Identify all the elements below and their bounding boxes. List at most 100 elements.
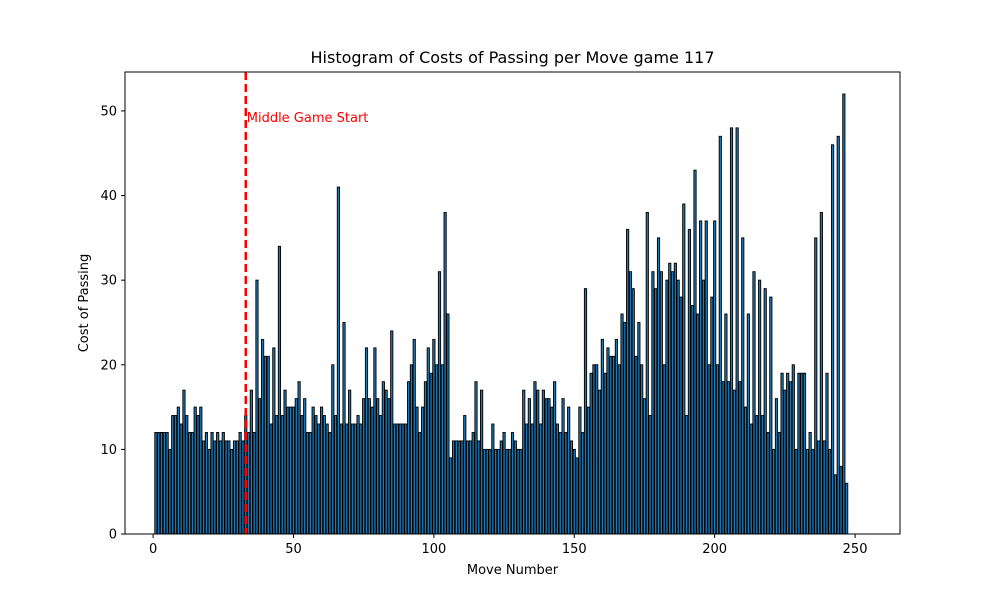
- bar-move-66: [336, 186, 340, 535]
- bar-move-40: [263, 355, 267, 535]
- bar-move-108: [454, 440, 458, 535]
- bar-move-163: [609, 355, 613, 535]
- bar-move-56: [308, 432, 312, 535]
- bar-move-11: [182, 389, 186, 535]
- bar-move-154: [583, 288, 588, 535]
- bar-move-22: [213, 440, 217, 535]
- bar-move-173: [637, 322, 641, 535]
- bar-move-201: [715, 364, 720, 535]
- x-tick-label-50: 50: [285, 542, 302, 557]
- bar-move-131: [519, 448, 523, 535]
- bar-move-214: [752, 271, 756, 535]
- bar-move-138: [539, 423, 543, 535]
- bar-move-60: [319, 406, 324, 535]
- bar-move-157: [592, 364, 596, 535]
- bar-move-144: [555, 423, 559, 535]
- bar-move-120: [488, 448, 492, 535]
- bar-move-165: [614, 338, 618, 535]
- bar-move-53: [300, 415, 304, 535]
- bar-move-143: [553, 381, 557, 535]
- bar-move-227: [788, 381, 793, 535]
- bar-move-237: [817, 440, 821, 535]
- bar-move-179: [654, 288, 658, 535]
- bar-move-29: [232, 440, 237, 535]
- bar-move-90: [404, 423, 408, 535]
- bar-move-111: [463, 415, 467, 535]
- bar-move-135: [530, 423, 534, 535]
- bar-move-84: [387, 398, 391, 535]
- bar-move-116: [477, 440, 481, 535]
- bar-move-199: [710, 296, 714, 535]
- bar-move-20: [207, 448, 211, 535]
- bar-move-130: [516, 448, 520, 535]
- bar-move-79: [373, 347, 377, 535]
- bar-move-98: [426, 347, 430, 535]
- bar-move-77: [367, 398, 371, 535]
- bar-move-10: [179, 423, 183, 535]
- bar-move-191: [687, 228, 691, 535]
- bar-move-105: [446, 313, 450, 535]
- bar-move-100: [432, 338, 436, 535]
- bar-move-36: [252, 432, 256, 535]
- bar-move-48: [286, 406, 290, 535]
- bar-move-94: [415, 406, 419, 535]
- bar-move-145: [558, 432, 562, 535]
- bar-move-106: [449, 457, 453, 535]
- bar-move-160: [600, 338, 604, 535]
- bar-move-151: [575, 457, 579, 535]
- bar-move-162: [606, 347, 610, 535]
- bar-move-180: [656, 237, 661, 535]
- x-tick-label-250: 250: [843, 542, 868, 557]
- bar-move-9: [176, 406, 180, 535]
- bar-move-168: [623, 322, 627, 535]
- bar-move-205: [727, 381, 731, 535]
- bar-move-1: [154, 432, 158, 535]
- bar-move-89: [401, 423, 405, 535]
- bar-move-69: [345, 423, 349, 535]
- bar-move-19: [204, 432, 209, 535]
- bar-move-225: [783, 389, 787, 535]
- bar-move-229: [794, 448, 798, 535]
- bar-move-185: [670, 271, 675, 535]
- bar-move-83: [384, 389, 388, 535]
- bar-move-30: [235, 440, 239, 535]
- bar-move-93: [412, 338, 416, 535]
- bar-move-182: [662, 364, 666, 535]
- bar-move-8: [173, 415, 178, 535]
- bar-move-200: [713, 220, 717, 535]
- bar-move-71: [350, 423, 355, 535]
- x-tick-label-100: 100: [421, 542, 446, 557]
- bar-move-14: [190, 432, 194, 535]
- bar-move-247: [845, 482, 849, 535]
- bar-move-82: [381, 381, 385, 535]
- bar-move-31: [238, 432, 242, 535]
- bar-move-212: [746, 313, 750, 535]
- bar-move-210: [741, 237, 745, 535]
- bar-move-37: [255, 279, 259, 535]
- bar-move-149: [569, 440, 574, 535]
- bar-move-159: [597, 389, 602, 535]
- bar-move-152: [578, 406, 582, 535]
- bar-move-2: [157, 432, 161, 535]
- bar-move-124: [499, 440, 503, 535]
- bar-move-58: [314, 415, 318, 535]
- bar-move-117: [480, 389, 484, 535]
- bar-move-113: [468, 440, 472, 535]
- bar-move-193: [693, 169, 697, 535]
- bar-move-234: [808, 432, 812, 535]
- bar-move-211: [743, 406, 748, 535]
- bar-move-190: [685, 415, 689, 535]
- bar-move-238: [819, 212, 823, 535]
- bar-move-103: [440, 364, 444, 535]
- bar-move-121: [491, 423, 495, 535]
- bar-move-5: [165, 432, 169, 535]
- bar-move-4: [162, 432, 166, 535]
- bar-move-156: [589, 372, 593, 535]
- bar-move-85: [390, 330, 394, 535]
- bar-move-95: [418, 432, 422, 535]
- bar-move-217: [760, 415, 764, 535]
- bar-move-62: [325, 423, 329, 535]
- y-tick-label-30: 30: [100, 274, 117, 289]
- bar-move-128: [510, 432, 515, 535]
